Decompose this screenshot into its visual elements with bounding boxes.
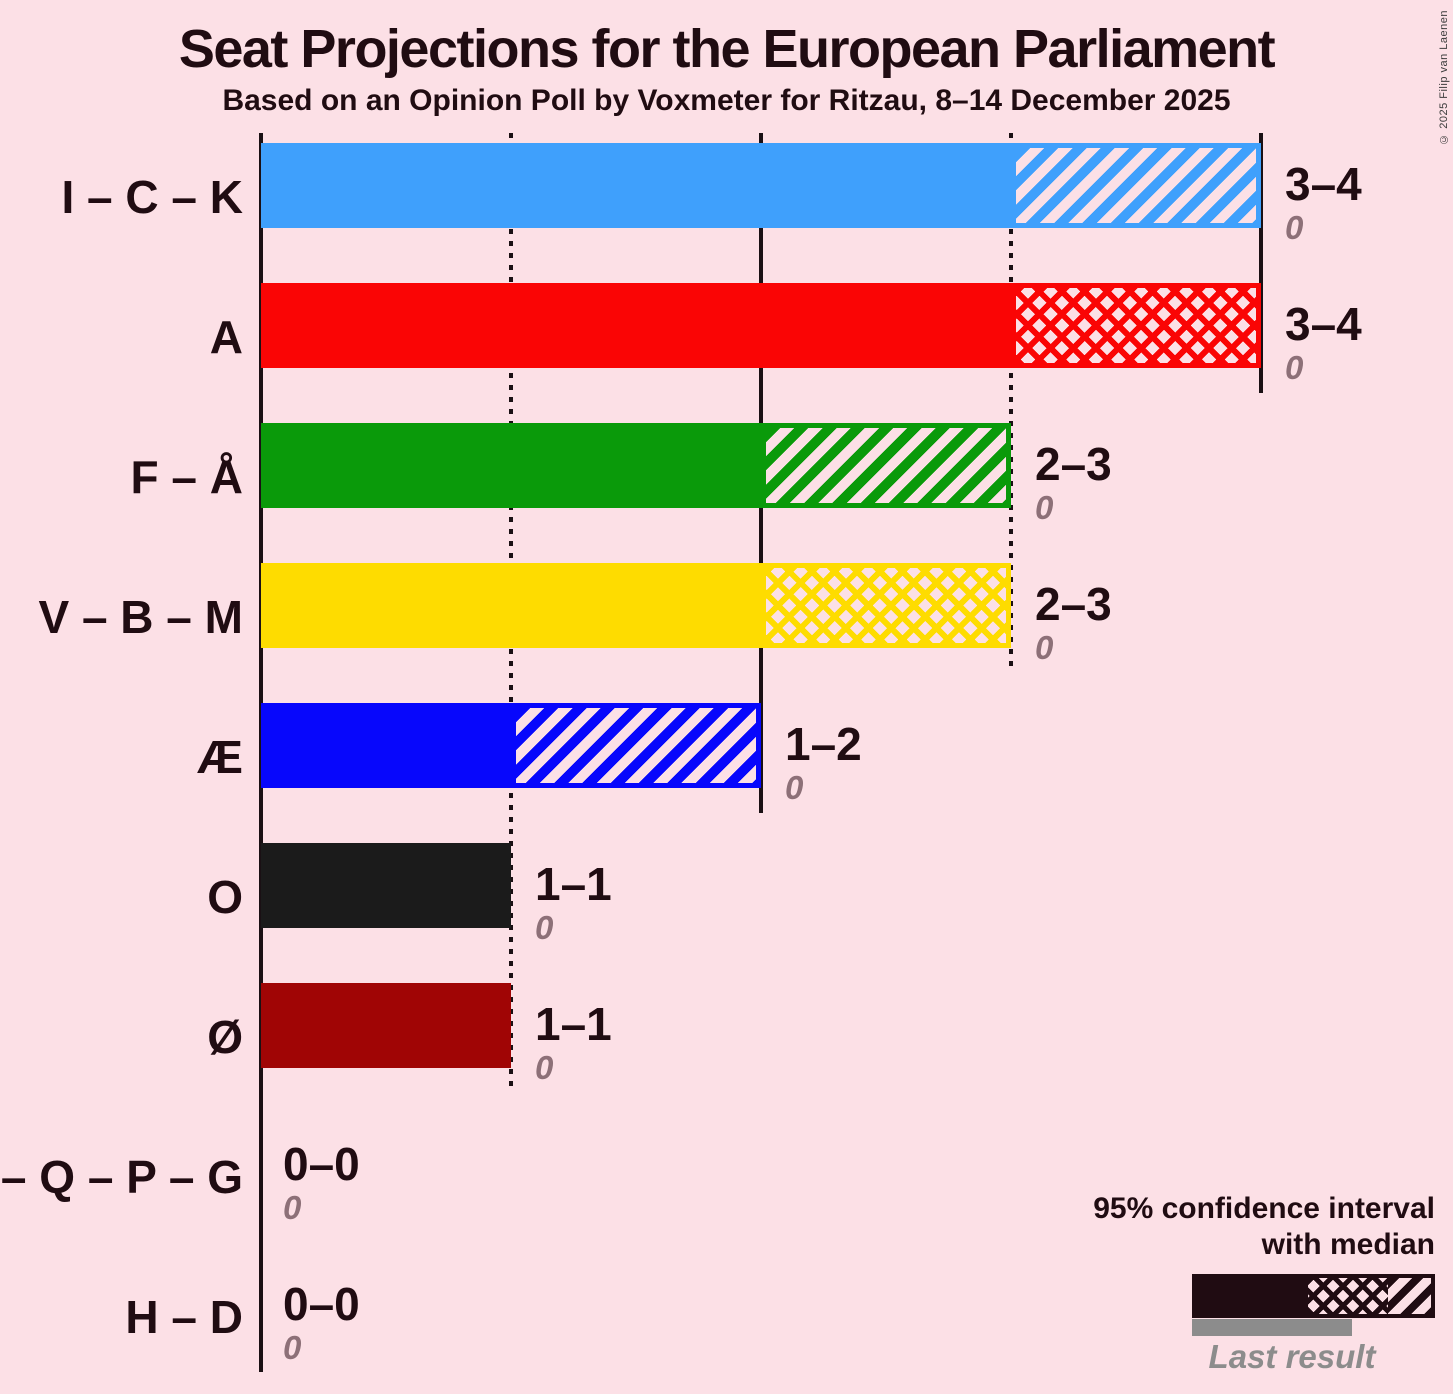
seat-range-label: 3–4 <box>1285 158 1362 210</box>
category-label: V – B – M <box>38 591 243 643</box>
seat-range-label: 3–4 <box>1285 298 1362 350</box>
seat-range-label: 0–0 <box>283 1278 360 1330</box>
confidence-interval-hatch <box>511 703 761 788</box>
seat-bar <box>261 423 1011 508</box>
legend-ci-crosshatch-segment <box>1308 1278 1388 1314</box>
seat-range-label: 0–0 <box>283 1138 360 1190</box>
last-result-value: 0 <box>1035 629 1054 666</box>
value-label-block: 3–4 0 <box>1285 159 1362 247</box>
value-label-block: 1–1 0 <box>535 859 612 947</box>
legend-ci-label-line1: 95% confidence interval <box>1093 1192 1435 1225</box>
category-label: A <box>209 311 243 363</box>
value-label-block: 2–3 0 <box>1035 439 1112 527</box>
value-label-block: 1–1 0 <box>535 999 612 1087</box>
chart-title: Seat Projections for the European Parlia… <box>178 19 1276 79</box>
last-result-value: 0 <box>1285 349 1304 386</box>
category-label: F – Å <box>130 451 243 503</box>
seat-range-label: 1–1 <box>535 998 612 1050</box>
value-label-block: 2–3 0 <box>1035 579 1112 667</box>
value-label-block: 3–4 0 <box>1285 299 1362 387</box>
category-label: E – Q – P – G <box>0 1151 243 1203</box>
last-result-value: 0 <box>283 1189 302 1226</box>
seat-range-label: 1–2 <box>785 718 862 770</box>
category-label: I – C – K <box>61 171 243 223</box>
gridline-seat-4 <box>1259 133 1263 393</box>
value-label-block: 0–0 0 <box>283 1139 360 1227</box>
value-label-block: 1–2 0 <box>785 719 862 807</box>
confidence-interval-hatch <box>1011 283 1261 368</box>
last-result-value: 0 <box>535 909 554 946</box>
seat-bar <box>261 983 511 1068</box>
confidence-interval-hatch <box>1011 143 1261 228</box>
seat-bar <box>261 703 761 788</box>
legend-ci-solid-segment <box>1196 1278 1308 1314</box>
confidence-interval-hatch <box>761 563 1011 648</box>
seat-bar <box>261 563 1011 648</box>
legend-ci-label-line2: with median <box>1261 1228 1435 1261</box>
last-result-value: 0 <box>535 1049 554 1086</box>
category-label: Æ <box>197 731 243 783</box>
legend-last-result-label: Last result <box>1208 1338 1376 1375</box>
category-label: Ø <box>207 1011 243 1063</box>
value-label-block: 0–0 0 <box>283 1279 360 1367</box>
last-result-value: 0 <box>283 1329 302 1366</box>
seat-bar <box>261 143 1261 228</box>
copyright-note: © 2025 Filip van Laenen <box>1438 10 1450 145</box>
seat-range-label: 2–3 <box>1035 438 1112 490</box>
confidence-interval-hatch <box>761 423 1011 508</box>
gridline-seat-3 <box>1009 133 1013 673</box>
category-label: H – D <box>125 1291 243 1343</box>
category-label: O <box>207 871 243 923</box>
legend-ci-bar <box>1192 1274 1435 1318</box>
seat-range-label: 2–3 <box>1035 578 1112 630</box>
legend-ci-diagonal-segment <box>1388 1278 1431 1314</box>
chart-subtitle: Based on an Opinion Poll by Voxmeter for… <box>222 84 1231 117</box>
seat-bar <box>261 843 511 928</box>
legend-last-result-bar <box>1192 1319 1352 1336</box>
last-result-value: 0 <box>1285 209 1304 246</box>
last-result-value: 0 <box>785 769 804 806</box>
last-result-value: 0 <box>1035 489 1054 526</box>
seat-bar <box>261 283 1261 368</box>
seat-range-label: 1–1 <box>535 858 612 910</box>
